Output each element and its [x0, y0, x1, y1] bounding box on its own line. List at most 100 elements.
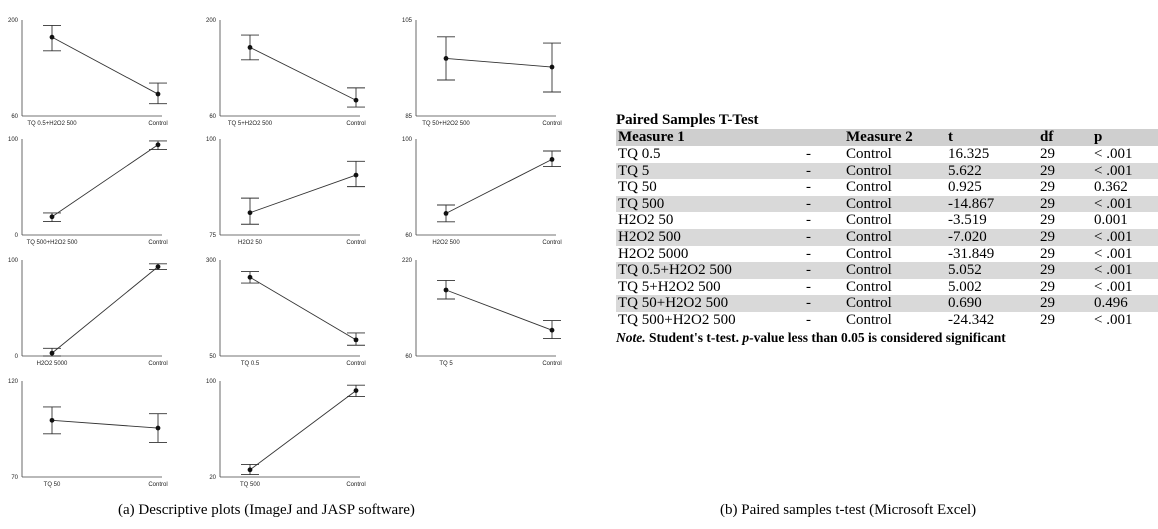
y-tick-label: 50 [209, 354, 216, 360]
mean-point [443, 287, 449, 293]
paired-t-test-table: Paired Samples T-Test Measure 1 Measure … [616, 112, 1158, 346]
cell-t: 0.925 [948, 179, 982, 196]
mean-line [445, 158, 553, 214]
y-tick-label: 120 [8, 379, 19, 385]
cell-measure-1: H2O2 5000 [618, 245, 689, 262]
cell-measure-2: Control [844, 228, 946, 246]
cell-separator: - [806, 212, 811, 229]
cell-p: < .001 [1094, 311, 1133, 328]
cell-measure-1: H2O2 500 [616, 228, 800, 246]
mean-point [353, 97, 359, 103]
x-tick-label: Control [346, 240, 365, 246]
y-tick-label: 300 [206, 258, 217, 264]
x-tick-label: TQ 5 [439, 361, 453, 367]
mean-line [445, 289, 553, 331]
table-row: TQ 500- Control -14.867 29 < .001 [616, 195, 1158, 213]
mean-line [249, 47, 357, 101]
table-row: TQ 5- Control 5.622 29 < .001 [616, 162, 1158, 180]
cell-measure-1: TQ 0.5+H2O2 500 [616, 262, 800, 279]
table-row: H2O2 5000 - Control -31.849 29 < .001 [616, 246, 1158, 263]
mean-point [549, 157, 555, 162]
cell-measure-2: Control [846, 245, 892, 262]
plot-panel: 100 0 H2O2 5000 Control [8, 258, 168, 367]
mean-line [249, 390, 357, 471]
x-tick-label: Control [148, 240, 167, 246]
cell-p: 0.362 [1094, 179, 1128, 196]
cell-t: 5.622 [946, 162, 1038, 180]
x-tick-label: Control [542, 240, 561, 246]
mean-point [49, 417, 55, 423]
cell-df: 29 [1040, 212, 1055, 229]
note-label: Note. [616, 329, 646, 345]
mean-point [49, 350, 55, 356]
cell-measure-1: H2O2 50 [618, 212, 674, 229]
y-tick-label: 200 [206, 18, 217, 24]
caption-t-test: (b) Paired samples t-test (Microsoft Exc… [720, 502, 977, 518]
mean-point [247, 210, 253, 216]
x-tick-label: Control [346, 482, 365, 488]
cell-measure-1: TQ 500 [616, 195, 800, 213]
cell-measure-1: TQ 5 [616, 162, 800, 180]
cell-measure-2: Control [844, 162, 946, 180]
plot-panel: 300 50 TQ 0.5 Control [206, 258, 366, 367]
header-separator [800, 129, 844, 146]
table-row: TQ 0.5+H2O2 500- Control 5.052 29 < .001 [616, 262, 1158, 279]
plot-panel: 105 85 TQ 50+H2O2 500 Control [402, 18, 562, 127]
y-tick-label: 20 [209, 475, 216, 481]
mean-point [549, 64, 555, 70]
x-tick-label: TQ 5+H2O2 500 [228, 121, 273, 127]
table-row: TQ 500+H2O2 500 - Control -24.342 29 < .001 [616, 312, 1158, 329]
y-tick-label: 100 [8, 258, 19, 264]
plot-panel: 100 0 TQ 500+H2O2 500 Control [8, 137, 168, 246]
cell-separator: - [800, 162, 844, 180]
cell-p: < .001 [1092, 262, 1158, 279]
cell-separator: - [800, 228, 844, 246]
mean-line [445, 57, 553, 68]
cell-p: < .001 [1092, 228, 1158, 246]
mean-point [49, 34, 55, 40]
mean-point [549, 327, 555, 333]
cell-measure-2: Control [846, 146, 892, 162]
mean-line [51, 419, 159, 429]
x-tick-label: Control [346, 361, 365, 367]
cell-measure-2: Control [846, 278, 892, 295]
y-tick-label: 75 [209, 233, 216, 239]
plot-panel: 100 75 H2O2 50 Control [206, 137, 366, 246]
x-tick-label: Control [148, 482, 167, 488]
plot-panel: 200 60 TQ 0.5+H2O2 500 Control [8, 18, 168, 127]
cell-measure-1: TQ 50 [618, 179, 657, 196]
mean-point [247, 45, 253, 50]
x-tick-label: H2O2 5000 [37, 361, 68, 367]
y-tick-label: 200 [8, 18, 19, 24]
cell-separator: - [800, 295, 844, 312]
cell-separator: - [800, 262, 844, 279]
plot-panel: 100 20 TQ 500 Control [206, 379, 366, 488]
t-test-table: Measure 1 Measure 2 t df p TQ 0.5- Contro… [616, 129, 1158, 329]
table-title: Paired Samples T-Test [616, 112, 759, 128]
mean-point [49, 214, 55, 220]
cell-p: < .001 [1092, 162, 1158, 180]
cell-df: 29 [1038, 295, 1092, 312]
mean-point [443, 211, 449, 216]
header-p: p [1092, 129, 1158, 146]
y-tick-label: 60 [209, 114, 216, 120]
mean-point [155, 142, 161, 148]
cell-df: 29 [1038, 228, 1092, 246]
x-tick-label: TQ 500+H2O2 500 [27, 240, 79, 246]
table-row: H2O2 50 - Control -3.519 29 0.001 [616, 212, 1158, 229]
cell-separator: - [806, 146, 811, 162]
cell-df: 29 [1038, 195, 1092, 213]
cell-measure-2: Control [844, 295, 946, 312]
plot-panel: 200 60 TQ 5+H2O2 500 Control [206, 18, 366, 127]
y-tick-label: 100 [206, 137, 217, 143]
cell-df: 29 [1038, 262, 1092, 279]
cell-df: 29 [1038, 162, 1092, 180]
mean-line [51, 36, 159, 95]
cell-p: 0.496 [1092, 295, 1158, 312]
y-tick-label: 100 [206, 379, 217, 385]
cell-measure-2: Control [844, 262, 946, 279]
mean-point [443, 56, 449, 61]
plot-panel: 220 60 TQ 5 Control [402, 258, 562, 367]
y-tick-label: 60 [405, 354, 412, 360]
